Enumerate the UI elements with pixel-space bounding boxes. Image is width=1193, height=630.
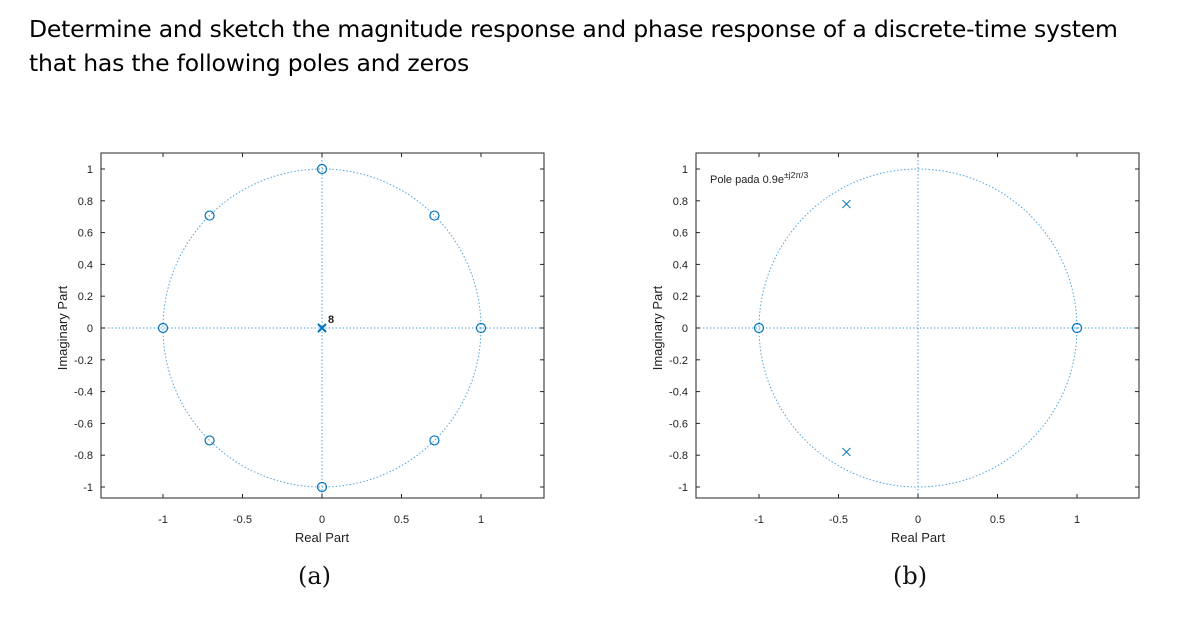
y-tick-label: 0 [87, 323, 93, 335]
zero-marker [204, 210, 215, 221]
pole-marker [317, 323, 327, 333]
y-tick-label: -0.6 [74, 418, 93, 430]
y-tick-label: 0.8 [78, 196, 93, 208]
zero-marker [157, 322, 169, 334]
pole-zero-plot-a: -1 -0.5 0 0.5 1 1 0.8 0.6 0.4 0.2 0 -0.2 -0.4 -0.6 -0.… [55, 152, 545, 545]
y-tick-label: 0 [682, 323, 688, 335]
x-tick-label: 0.5 [990, 514, 1005, 526]
x-tick-label: 1 [478, 514, 484, 526]
y-tick-label: 0.6 [78, 228, 93, 240]
y-axis-label: Imaginary Part [650, 285, 665, 370]
x-axis-label: Real Part [891, 530, 946, 545]
y-tick-label: 0.2 [78, 291, 93, 303]
zero-marker [753, 322, 765, 334]
pole-annotation: Pole pada 0.9e±j2π/3 [710, 170, 809, 186]
x-tick-label: -0.5 [829, 514, 848, 526]
x-tick-label: -1 [158, 514, 168, 526]
y-tick-label: -1 [678, 482, 688, 494]
pole-marker [842, 447, 851, 457]
caption-b: (b) [893, 562, 928, 590]
y-axis-label: Imaginary Part [55, 285, 70, 370]
y-tick-label: 0.2 [673, 291, 688, 303]
x-tick-label: 1 [1074, 514, 1080, 526]
y-tick-label: -0.4 [669, 387, 688, 399]
x-tick-label: -0.5 [233, 514, 252, 526]
y-tick-label: 1 [87, 164, 93, 176]
x-axis-label: Real Part [295, 530, 350, 545]
question-line-2: that has the following poles and zeros [29, 49, 469, 77]
pole-zero-plot-b: -1 -0.5 0 0.5 1 1 0.8 0.6 0.4 0.2 0 -0.2 -0.4 -0.6 -0.… [650, 152, 1140, 545]
x-tick-label: 0 [915, 514, 921, 526]
y-tick-label: 1 [682, 164, 688, 176]
y-tick-label: -0.4 [74, 387, 93, 399]
question-line-1: Determine and sketch the magnitude respo… [29, 15, 1118, 43]
question-text: Determine and sketch the magnitude respo… [29, 12, 1179, 80]
zero-marker [316, 163, 328, 175]
zero-marker [429, 435, 440, 446]
y-tick-label: 0.6 [673, 228, 688, 240]
y-tick-label: -0.8 [669, 450, 688, 462]
y-tick-label: -0.2 [74, 355, 93, 367]
zero-marker [475, 322, 487, 334]
zero-marker [316, 481, 328, 493]
x-tick-label: -1 [754, 514, 764, 526]
y-tick-label: -0.8 [74, 450, 93, 462]
zero-marker [429, 210, 440, 221]
x-tick-label: 0.5 [394, 514, 409, 526]
unit-circle [162, 168, 482, 488]
pole-multiplicity-label: 8 [328, 314, 334, 326]
y-tick-label: 0.4 [78, 259, 93, 271]
y-tick-label: -0.6 [669, 418, 688, 430]
unit-circle [758, 168, 1078, 488]
y-tick-label: -1 [83, 482, 93, 494]
y-tick-label: -0.2 [669, 355, 688, 367]
y-tick-label: 0.8 [673, 196, 688, 208]
caption-a: (a) [298, 562, 332, 590]
zero-marker [204, 435, 215, 446]
y-tick-label: 0.4 [673, 259, 688, 271]
x-tick-label: 0 [319, 514, 325, 526]
zero-marker [1071, 322, 1083, 334]
pole-marker [842, 199, 851, 209]
